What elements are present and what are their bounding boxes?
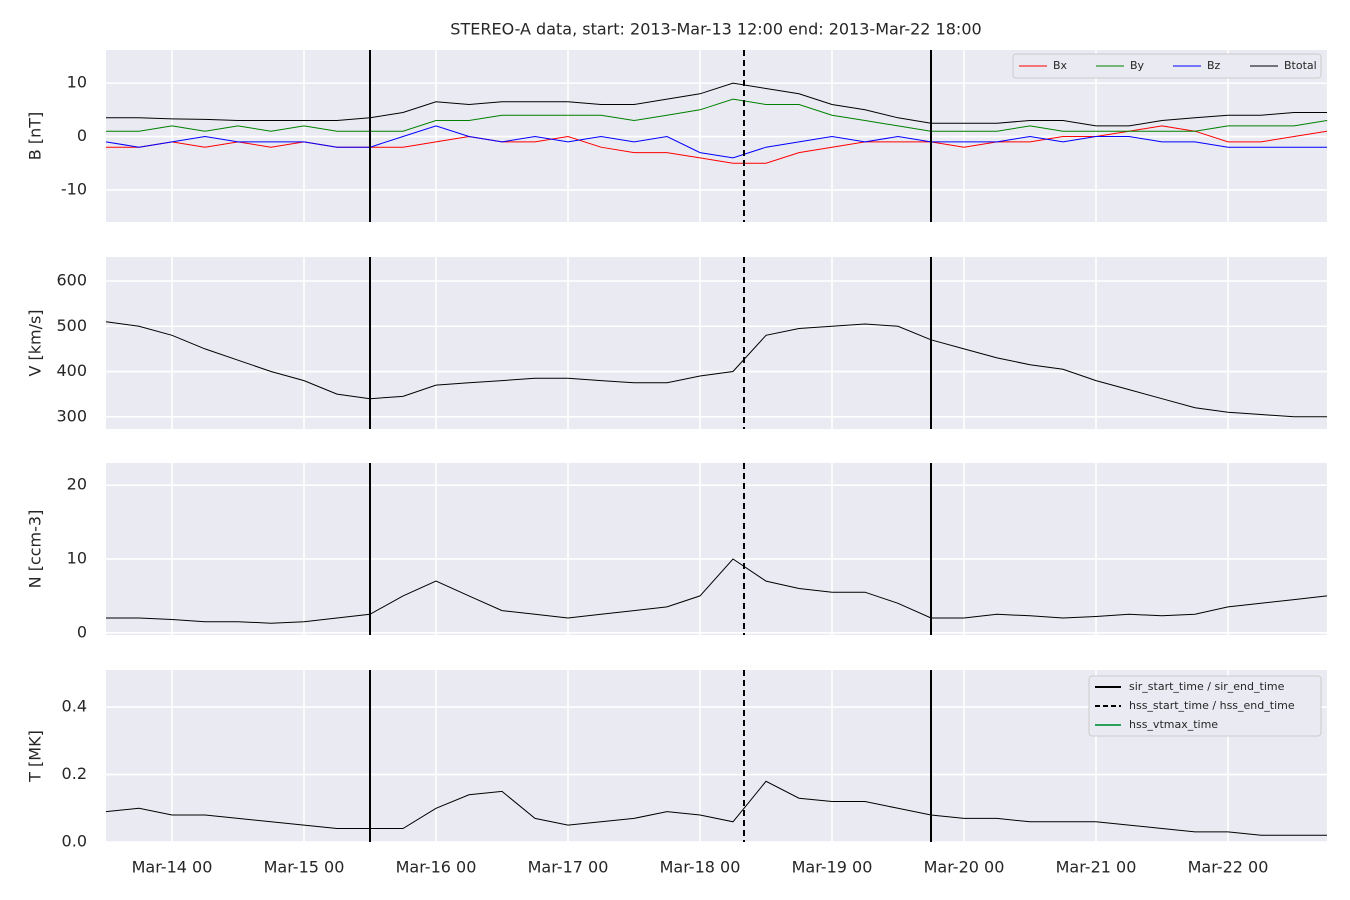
x-tick-label: Mar-19 00 xyxy=(792,858,873,877)
x-tick-label: Mar-14 00 xyxy=(132,858,213,877)
y-axis-label: B [nT] xyxy=(26,112,45,160)
y-tick-label: -10 xyxy=(61,179,87,198)
y-tick-label: 300 xyxy=(56,406,87,425)
legend-label: sir_start_time / sir_end_time xyxy=(1129,680,1285,693)
x-tick-label: Mar-17 00 xyxy=(528,858,609,877)
series-line xyxy=(106,558,1328,624)
x-tick-label: Mar-15 00 xyxy=(264,858,345,877)
legend-label: Bz xyxy=(1207,59,1221,72)
plot-clip xyxy=(106,558,1328,624)
series-line xyxy=(105,125,1327,159)
y-tick-label: 0.0 xyxy=(62,832,87,851)
y-tick-label: 600 xyxy=(56,270,87,289)
legend-label: By xyxy=(1130,59,1145,72)
series-line xyxy=(105,780,1327,836)
y-tick-label: 0.4 xyxy=(62,697,87,716)
x-tick-label: Mar-18 00 xyxy=(660,858,741,877)
legend-box xyxy=(1012,53,1322,79)
legend-label: Btotal xyxy=(1284,59,1317,72)
y-tick-label: 0 xyxy=(77,622,87,641)
x-tick-label: Mar-22 00 xyxy=(1188,858,1269,877)
legend-label: hss_start_time / hss_end_time xyxy=(1129,699,1295,712)
legend-box xyxy=(1088,675,1322,737)
y-axis-label: V [km/s] xyxy=(26,309,45,376)
legend-label: hss_vtmax_time xyxy=(1129,718,1218,731)
y-tick-label: 10 xyxy=(67,73,87,92)
y-axis-label: N [ccm-3] xyxy=(26,510,45,589)
y-tick-label: 0 xyxy=(77,126,87,145)
plot-clip xyxy=(105,321,1327,418)
plot-background xyxy=(106,463,1327,635)
series-line xyxy=(105,321,1327,418)
legend-label: Bx xyxy=(1053,59,1068,72)
plot-clip xyxy=(105,780,1327,836)
plot-clip xyxy=(105,82,1328,164)
y-tick-label: 400 xyxy=(56,361,87,380)
y-axis-label: T [MK] xyxy=(26,730,45,783)
y-tick-label: 0.2 xyxy=(62,764,87,783)
y-tick-label: 500 xyxy=(56,316,87,335)
x-tick-label: Mar-20 00 xyxy=(924,858,1005,877)
series-line xyxy=(106,82,1327,127)
x-tick-label: Mar-16 00 xyxy=(396,858,477,877)
series-line xyxy=(106,98,1328,132)
y-tick-label: 20 xyxy=(67,475,87,494)
chart-title: STEREO-A data, start: 2013-Mar-13 12:00 … xyxy=(450,20,981,39)
plot-background xyxy=(106,257,1327,429)
y-tick-label: 10 xyxy=(67,548,87,567)
x-tick-label: Mar-21 00 xyxy=(1056,858,1137,877)
